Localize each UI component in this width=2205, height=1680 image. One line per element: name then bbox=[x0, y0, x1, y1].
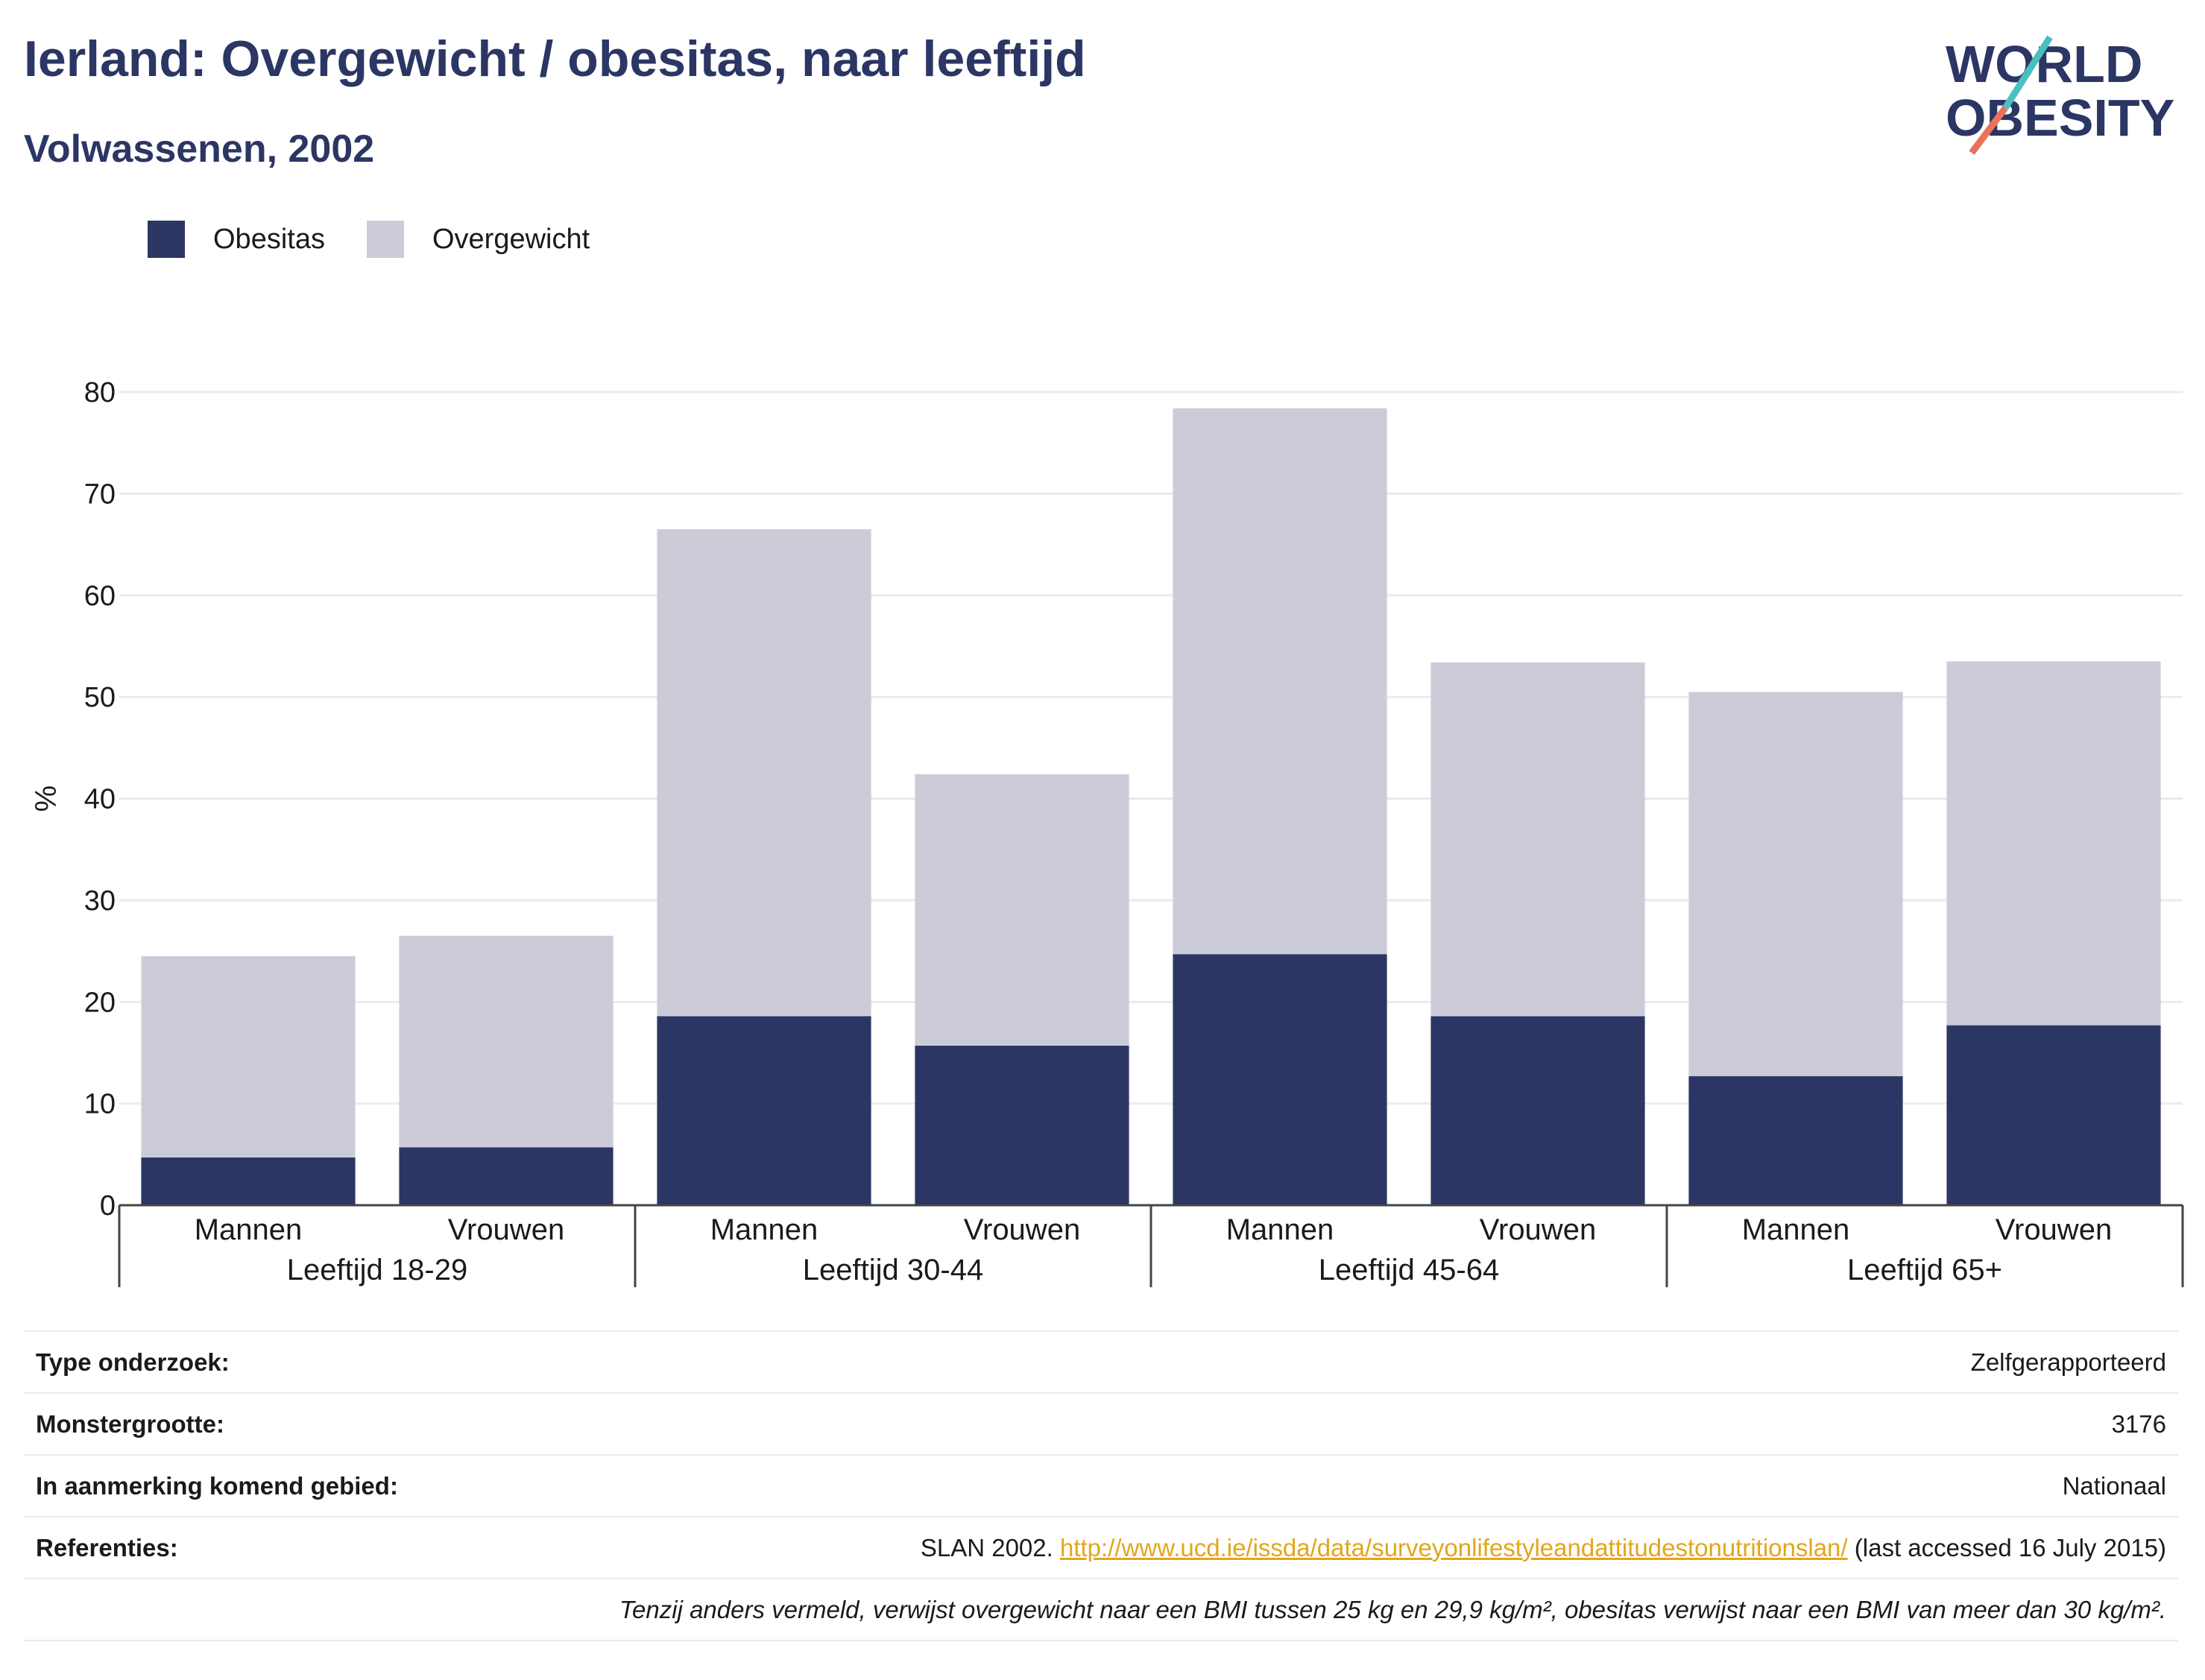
reference-prefix: SLAN 2002. bbox=[920, 1533, 1053, 1561]
page-title: Ierland: Overgewicht / obesitas, naar le… bbox=[24, 31, 1086, 87]
x-group-label: Leeftijd 45-64 bbox=[1319, 1254, 1499, 1286]
bar-overgewicht bbox=[1946, 661, 2161, 1026]
page-subtitle: Volwassenen, 2002 bbox=[24, 127, 375, 171]
bar-overgewicht bbox=[1688, 692, 1903, 1076]
legend-label-overgewicht: Overgewicht bbox=[432, 223, 590, 255]
bar-obesitas bbox=[915, 1045, 1129, 1205]
bar-obesitas bbox=[1688, 1076, 1903, 1205]
bar-overgewicht bbox=[1173, 408, 1387, 955]
bar-overgewicht bbox=[399, 935, 613, 1148]
x-group-label: Leeftijd 65+ bbox=[1847, 1254, 2002, 1286]
info-table: Type onderzoek: Zelfgerapporteerd Monste… bbox=[24, 1330, 2178, 1641]
x-category-label: Vrouwen bbox=[448, 1213, 564, 1246]
legend-swatch-overgewicht bbox=[366, 221, 404, 258]
stacked-bar-chart: 0 10 20 30 40 50 60 70 80% Mannen Vrouwen Mannen Vro… bbox=[30, 377, 2184, 1287]
info-key: Type onderzoek: bbox=[36, 1348, 230, 1376]
x-category-label: Mannen bbox=[1226, 1213, 1334, 1246]
bar-overgewicht bbox=[657, 529, 871, 1017]
bar-obesitas bbox=[399, 1147, 613, 1205]
y-tick-label: 0 bbox=[100, 1190, 116, 1222]
info-row-references: Referenties: SLAN 2002. http://www.ucd.i… bbox=[24, 1517, 2178, 1579]
chart-legend: Obesitas Overgewicht bbox=[148, 221, 631, 258]
info-key: Monstergrootte: bbox=[36, 1409, 224, 1438]
x-category-label: Mannen bbox=[710, 1213, 818, 1246]
bar-overgewicht bbox=[1430, 662, 1645, 1017]
bar-obesitas bbox=[1430, 1016, 1645, 1205]
legend-item-overgewicht[interactable]: Overgewicht bbox=[366, 221, 590, 258]
reference-link[interactable]: http://www.ucd.ie/issda/data/surveyonlif… bbox=[1059, 1533, 1848, 1561]
info-row-type: Type onderzoek: Zelfgerapporteerd bbox=[24, 1331, 2178, 1393]
y-tick-label: 30 bbox=[84, 885, 116, 917]
bar-overgewicht bbox=[141, 956, 356, 1158]
info-key: Referenties: bbox=[36, 1533, 178, 1561]
y-tick-label: 50 bbox=[84, 682, 116, 713]
bar-obesitas bbox=[1173, 954, 1387, 1205]
y-tick-label: 10 bbox=[84, 1089, 116, 1120]
footnote: Tenzij anders vermeld, verwijst overgewi… bbox=[619, 1595, 2166, 1623]
legend-item-obesitas[interactable]: Obesitas bbox=[148, 221, 325, 258]
x-group-label: Leeftijd 18-29 bbox=[287, 1254, 467, 1286]
bar-obesitas bbox=[1946, 1025, 2161, 1205]
info-row-note: Tenzij anders vermeld, verwijst overgewi… bbox=[24, 1579, 2178, 1640]
x-category-label: Vrouwen bbox=[1480, 1213, 1596, 1246]
references-value: SLAN 2002. http://www.ucd.ie/issda/data/… bbox=[526, 1517, 2178, 1579]
x-category-label: Mannen bbox=[195, 1213, 303, 1246]
bar-obesitas bbox=[141, 1157, 356, 1205]
y-tick-label: 40 bbox=[84, 784, 116, 815]
info-value: 3176 bbox=[2111, 1409, 2166, 1438]
info-key: In aanmerking komend gebied: bbox=[36, 1471, 398, 1500]
x-category-label: Mannen bbox=[1742, 1213, 1850, 1246]
x-category-label: Vrouwen bbox=[964, 1213, 1080, 1246]
reference-suffix: (last accessed 16 July 2015) bbox=[1854, 1533, 2166, 1561]
info-value: Zelfgerapporteerd bbox=[1970, 1348, 2166, 1376]
info-value: Nationaal bbox=[2062, 1471, 2166, 1500]
bar-obesitas bbox=[657, 1016, 871, 1205]
y-tick-label: 20 bbox=[84, 987, 116, 1018]
y-tick-label: 80 bbox=[84, 377, 116, 408]
x-group-label: Leeftijd 30-44 bbox=[803, 1254, 983, 1286]
y-axis-title: % bbox=[30, 786, 63, 812]
y-tick-label: 60 bbox=[84, 581, 116, 612]
logo-accent-stroke-teal bbox=[2002, 35, 2053, 110]
logo-accent-stroke-coral bbox=[1969, 106, 2008, 155]
bar-overgewicht bbox=[915, 774, 1129, 1046]
legend-swatch-obesitas bbox=[148, 221, 185, 258]
info-row-sample: Monstergrootte: 3176 bbox=[24, 1393, 2178, 1455]
y-tick-label: 70 bbox=[84, 479, 116, 510]
x-category-label: Vrouwen bbox=[1996, 1213, 2112, 1246]
legend-label-obesitas: Obesitas bbox=[213, 223, 325, 255]
world-obesity-logo: WORLD OBESITY bbox=[1946, 35, 2174, 155]
info-row-area: In aanmerking komend gebied: Nationaal bbox=[24, 1455, 2178, 1517]
